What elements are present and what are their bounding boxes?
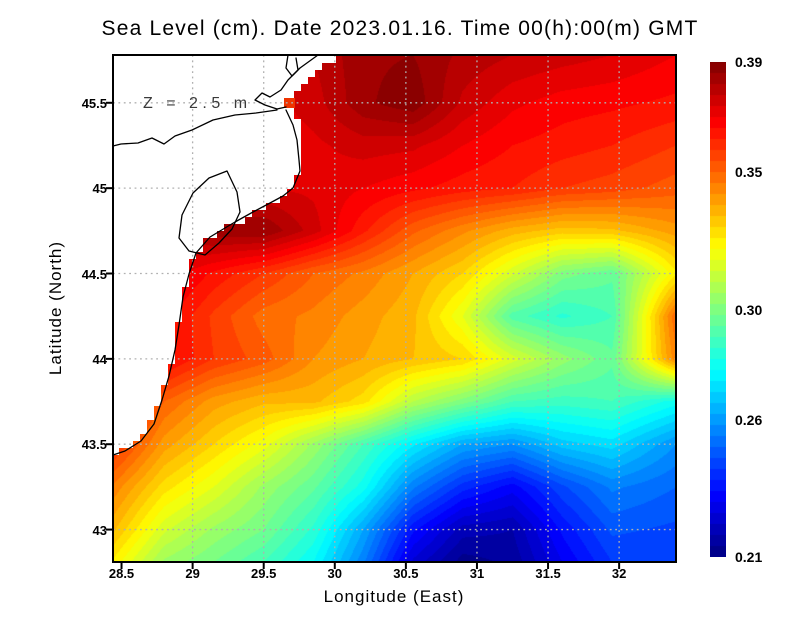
y-tick-label: 44: [92, 351, 107, 367]
y-tick-label: 43.5: [81, 437, 107, 453]
x-tick-label: 29.5: [251, 566, 277, 581]
x-tick-label: 30: [327, 566, 343, 581]
coastline: [112, 109, 278, 147]
plot-title: Sea Level (cm). Date 2023.01.16. Time 00…: [101, 17, 699, 40]
colorbar: [710, 62, 726, 557]
y-tick-label: 44.5: [81, 266, 107, 282]
x-tick-label: 29: [185, 566, 200, 581]
colorbar-tick-label: 0.39: [735, 54, 763, 70]
x-tick-label: 31: [469, 566, 485, 581]
colorbar-tick-label: 0.30: [735, 301, 763, 318]
coastline: [112, 109, 301, 456]
x-tick-label: 32: [611, 566, 627, 581]
y-tick-label: 45.5: [81, 95, 107, 111]
coastline: [178, 170, 241, 256]
sea-cell-marker: [284, 98, 295, 108]
colorbar-tick-label: 0.21: [735, 549, 763, 565]
land-mass: [112, 55, 338, 455]
colorbar-tick-label: 0.35: [735, 164, 763, 180]
plot-border: [112, 54, 677, 563]
x-axis-label: Longitude (East): [323, 587, 465, 606]
x-tick-label: 30.5: [393, 566, 419, 581]
y-tick-label: 43: [92, 522, 107, 538]
colorbar-tick-label: 0.26: [735, 411, 763, 428]
x-tick-label: 28.5: [108, 566, 135, 581]
depth-annotation: Z = 2.5 m: [143, 95, 252, 112]
coastline: [285, 54, 299, 77]
x-tick-label: 31.5: [535, 566, 561, 581]
y-tick-label: 45: [92, 181, 107, 197]
